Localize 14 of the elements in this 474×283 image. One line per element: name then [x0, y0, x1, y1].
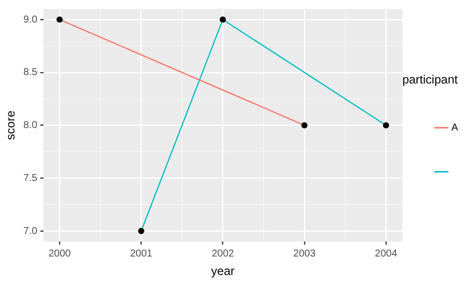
y-tick-label: 8.5 — [23, 67, 38, 78]
x-axis-title: year — [211, 264, 234, 278]
legend-label: A — [451, 122, 458, 134]
x-tick-label: 2000 — [48, 248, 72, 260]
x-tick-label: 2003 — [293, 248, 316, 260]
x-tick-label: 2001 — [130, 248, 153, 260]
y-tick-label: 9.0 — [23, 14, 38, 26]
y-tick-label: 7.0 — [23, 226, 38, 237]
x-tick-label: 2002 — [212, 248, 234, 260]
legend-title: participant — [402, 72, 458, 87]
y-axis-title: score — [4, 110, 18, 140]
y-tick-label: 8.0 — [23, 120, 38, 132]
x-tick-label: 2004 — [374, 248, 398, 260]
y-tick-label: 7.5 — [23, 172, 38, 184]
